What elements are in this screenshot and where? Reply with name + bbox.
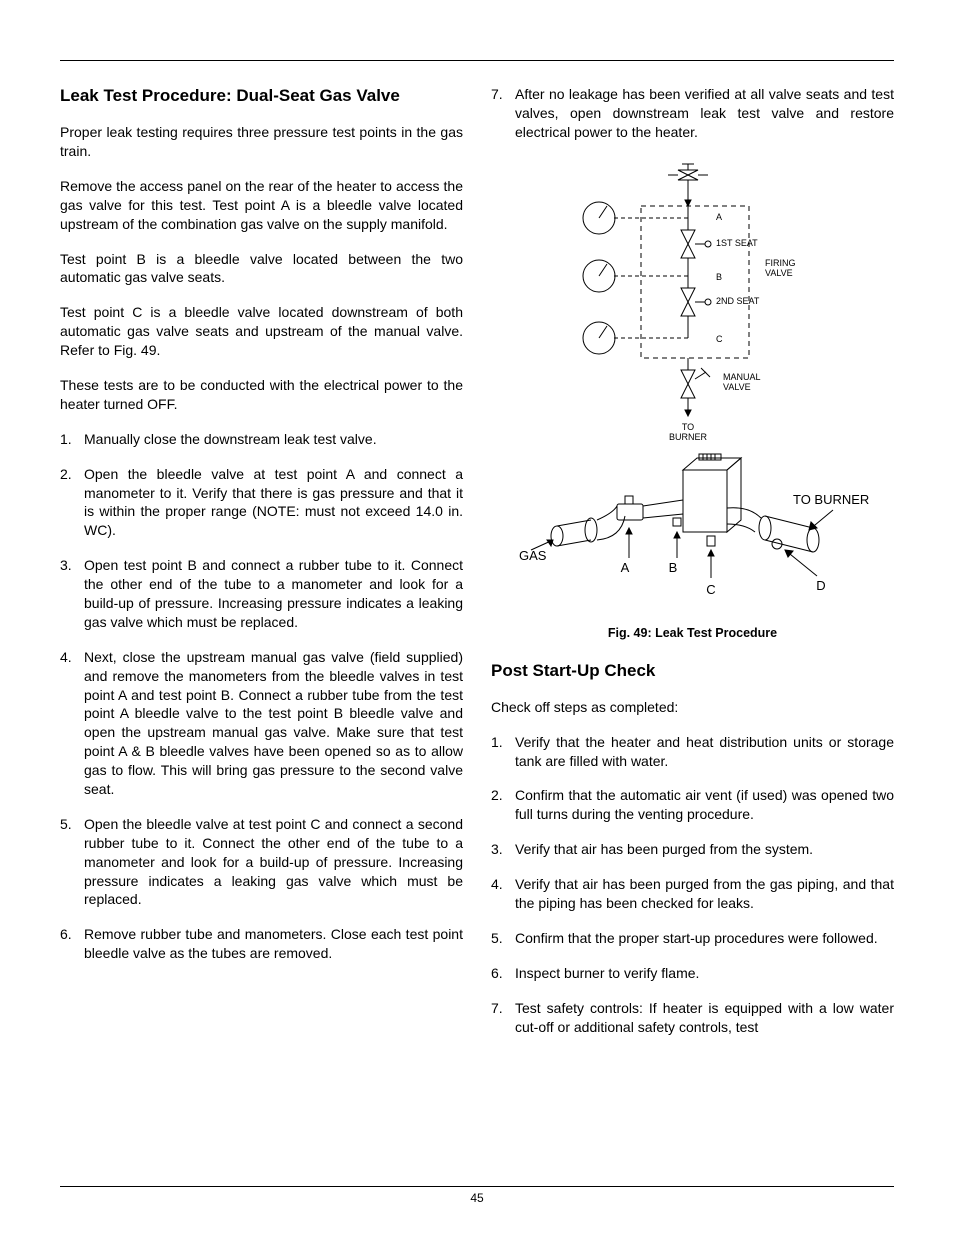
list-number: 2. xyxy=(491,786,515,824)
figure-caption: Fig. 49: Leak Test Procedure xyxy=(491,626,894,640)
label-c-bot: C xyxy=(706,582,715,597)
list-text: Confirm that the proper start-up procedu… xyxy=(515,929,894,948)
list-number: 6. xyxy=(491,964,515,983)
list-text: Confirm that the automatic air vent (if … xyxy=(515,786,894,824)
figure-49: A 1ST SEAT FIRINGVALVE B 2ND SEAT C MANU… xyxy=(491,158,894,640)
list-number: 1. xyxy=(60,430,84,449)
top-rule xyxy=(60,60,894,61)
paragraph: Remove the access panel on the rear of t… xyxy=(60,177,463,234)
label-b-mid: B xyxy=(716,272,722,282)
paragraph: Check off steps as completed: xyxy=(491,698,894,717)
label-seat2: 2ND SEAT xyxy=(716,296,760,306)
label-manual: MANUALVALVE xyxy=(723,372,761,392)
list-number: 4. xyxy=(491,875,515,913)
left-column: Leak Test Procedure: Dual-Seat Gas Valve… xyxy=(60,85,463,1052)
list-item: 2. Open the bleedle valve at test point … xyxy=(60,465,463,541)
list-item: 5. Open the bleedle valve at test point … xyxy=(60,815,463,909)
list-number: 3. xyxy=(60,556,84,632)
list-text: Open test point B and connect a rubber t… xyxy=(84,556,463,632)
list-number: 6. xyxy=(60,925,84,963)
list-number: 7. xyxy=(491,999,515,1037)
label-to-burner-top: TOBURNER xyxy=(668,422,707,442)
list-text: Verify that air has been purged from the… xyxy=(515,840,894,859)
label-a-bot: A xyxy=(620,560,629,575)
list-text: Test safety controls: If heater is equip… xyxy=(515,999,894,1037)
list-item: 2. Confirm that the automatic air vent (… xyxy=(491,786,894,824)
list-item: 7. After no leakage has been verified at… xyxy=(491,85,894,142)
two-column-layout: Leak Test Procedure: Dual-Seat Gas Valve… xyxy=(60,85,894,1052)
paragraph: Proper leak testing requires three press… xyxy=(60,123,463,161)
list-item: 3. Verify that air has been purged from … xyxy=(491,840,894,859)
label-seat1: 1ST SEAT xyxy=(716,238,758,248)
list-number: 1. xyxy=(491,733,515,771)
list-item: 4. Next, close the upstream manual gas v… xyxy=(60,648,463,799)
list-text: Open the bleedle valve at test point C a… xyxy=(84,815,463,909)
label-b-bot: B xyxy=(668,560,677,575)
label-c-mid: C xyxy=(716,334,723,344)
list-item: 3. Open test point B and connect a rubbe… xyxy=(60,556,463,632)
paragraph: Test point B is a bleedle valve located … xyxy=(60,250,463,288)
list-number: 5. xyxy=(60,815,84,909)
list-text: Open the bleedle valve at test point A a… xyxy=(84,465,463,541)
leak-test-heading: Leak Test Procedure: Dual-Seat Gas Valve xyxy=(60,85,463,107)
list-number: 7. xyxy=(491,85,515,142)
list-number: 3. xyxy=(491,840,515,859)
right-column: 7. After no leakage has been verified at… xyxy=(491,85,894,1052)
list-item: 6. Inspect burner to verify flame. xyxy=(491,964,894,983)
page-number: 45 xyxy=(470,1191,483,1205)
list-item: 4. Verify that air has been purged from … xyxy=(491,875,894,913)
list-text: After no leakage has been verified at al… xyxy=(515,85,894,142)
list-number: 2. xyxy=(60,465,84,541)
leak-test-diagram-svg: A 1ST SEAT FIRINGVALVE B 2ND SEAT C MANU… xyxy=(513,158,873,618)
post-startup-heading: Post Start-Up Check xyxy=(491,660,894,682)
list-text: Verify that air has been purged from the… xyxy=(515,875,894,913)
list-text: Verify that the heater and heat distribu… xyxy=(515,733,894,771)
list-text: Inspect burner to verify flame. xyxy=(515,964,894,983)
list-item: 6. Remove rubber tube and manometers. Cl… xyxy=(60,925,463,963)
label-to-burner-bot: TO BURNER xyxy=(793,492,869,507)
list-text: Manually close the downstream leak test … xyxy=(84,430,463,449)
list-item: 7. Test safety controls: If heater is eq… xyxy=(491,999,894,1037)
list-item: 1. Manually close the downstream leak te… xyxy=(60,430,463,449)
label-a-top: A xyxy=(716,212,722,222)
label-d-bot: D xyxy=(816,578,825,593)
list-number: 5. xyxy=(491,929,515,948)
list-text: Remove rubber tube and manometers. Close… xyxy=(84,925,463,963)
label-firing: FIRINGVALVE xyxy=(765,258,796,278)
list-item: 5. Confirm that the proper start-up proc… xyxy=(491,929,894,948)
list-number: 4. xyxy=(60,648,84,799)
label-gas: GAS xyxy=(519,548,547,563)
paragraph: Test point C is a bleedle valve located … xyxy=(60,303,463,360)
list-text: Next, close the upstream manual gas valv… xyxy=(84,648,463,799)
list-item: 1. Verify that the heater and heat distr… xyxy=(491,733,894,771)
paragraph: These tests are to be conducted with the… xyxy=(60,376,463,414)
page-footer: 45 xyxy=(60,1186,894,1205)
